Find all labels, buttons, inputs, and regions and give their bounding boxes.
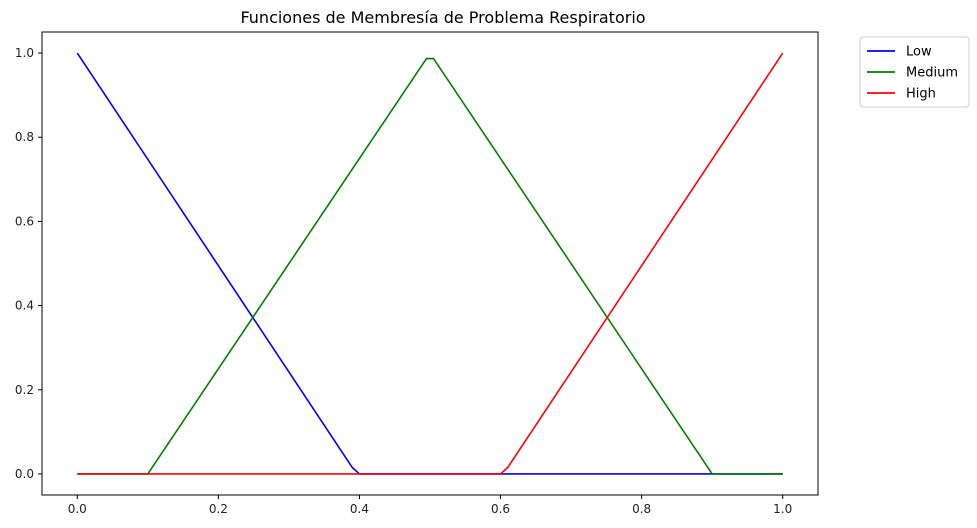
y-axis: 0.0 0.2 0.4 0.6 0.8 1.0: [15, 46, 42, 481]
x-tick-label: 0.0: [68, 502, 87, 516]
x-tick-label: 0.6: [491, 502, 510, 516]
x-tick-label: 0.4: [350, 502, 369, 516]
series-line-medium: [77, 57, 783, 475]
x-tick-label: 0.8: [632, 502, 651, 516]
y-tick-label: 0.0: [15, 467, 34, 481]
legend-label-low: Low: [906, 45, 932, 60]
chart-title: Funciones de Membresía de Problema Respi…: [240, 8, 645, 27]
legend-label-medium: Medium: [906, 66, 958, 81]
x-tick-label: 1.0: [773, 502, 792, 516]
series-line-high: [77, 52, 784, 475]
x-axis: 0.0 0.2 0.4 0.6 0.8 1.0: [68, 495, 792, 516]
y-tick-label: 0.6: [15, 214, 34, 228]
plot-area: [41, 31, 819, 496]
series-lines: [76, 52, 784, 475]
y-tick-label: 0.4: [15, 299, 34, 313]
x-tick-label: 0.2: [209, 502, 228, 516]
legend: Low Medium High: [859, 36, 970, 108]
legend-label-high: High: [906, 87, 936, 102]
series-line-low: [76, 52, 783, 475]
legend-box: [859, 36, 970, 108]
y-tick-label: 1.0: [15, 46, 34, 60]
y-tick-label: 0.2: [15, 383, 34, 397]
y-tick-label: 0.8: [15, 130, 34, 144]
